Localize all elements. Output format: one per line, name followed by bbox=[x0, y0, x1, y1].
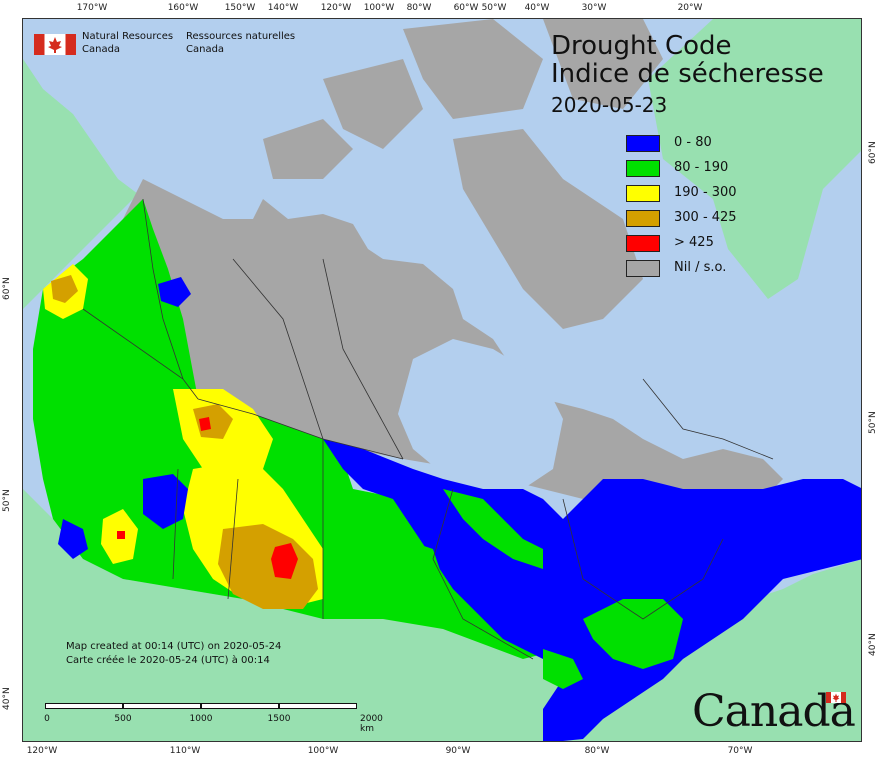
arctic-island-1 bbox=[263, 119, 353, 179]
blue-zone-bc-coast bbox=[58, 519, 88, 559]
scale-bar-label: 1000 bbox=[189, 714, 213, 724]
canada-flag-icon bbox=[34, 34, 76, 55]
agency-name-fr-line-1: Ressources naturelles bbox=[186, 31, 296, 42]
creation-note-english: Map created at 00:14 (UTC) on 2020-05-24 bbox=[66, 641, 282, 652]
legend-label: Nil / s.o. bbox=[674, 260, 727, 275]
top-tick-label: 50°W bbox=[481, 3, 507, 13]
agency-name-fr-line-2: Canada bbox=[186, 44, 225, 55]
left-tick-label: 50°N bbox=[2, 489, 12, 512]
top-tick-label: 140°W bbox=[267, 3, 299, 13]
scale-bar-label: 2000 km bbox=[360, 714, 383, 734]
top-tick-label: 80°W bbox=[406, 3, 432, 13]
boundary-lines bbox=[82, 198, 774, 660]
bottom-tick-label: 80°W bbox=[584, 746, 610, 756]
scale-bar-label: 1500 bbox=[267, 714, 291, 724]
top-tick-label: 170°W bbox=[76, 3, 108, 13]
arctic-island-5 bbox=[543, 19, 663, 109]
scale-bar-segment bbox=[279, 703, 357, 709]
agency-name-english: Natural Resources Canada bbox=[82, 30, 192, 56]
map-title-block: Drought Code Indice de sécheresse 2020-0… bbox=[551, 32, 824, 120]
blue-zone-yukon bbox=[158, 277, 191, 307]
map-date: 2020-05-23 bbox=[551, 93, 668, 117]
legend-swatch bbox=[626, 160, 660, 177]
legend-label: 80 - 190 bbox=[674, 160, 729, 175]
green-zone-central bbox=[443, 489, 543, 569]
legend-swatch bbox=[626, 185, 660, 202]
top-tick-label: 40°W bbox=[524, 3, 550, 13]
green-zone-quebec bbox=[583, 599, 683, 669]
green-zone-ontario bbox=[393, 539, 443, 609]
top-tick-label: 60°W bbox=[453, 3, 479, 13]
bottom-tick-label: 90°W bbox=[445, 746, 471, 756]
bottom-tick-label: 110°W bbox=[169, 746, 201, 756]
blue-zone-east bbox=[323, 439, 861, 741]
legend-swatch bbox=[626, 210, 660, 227]
right-tick-label: 60°N bbox=[868, 141, 878, 164]
orange-zone-bc-north bbox=[51, 275, 78, 303]
red-zone-nwt bbox=[199, 417, 211, 431]
top-tick-label: 160°W bbox=[167, 3, 199, 13]
creation-note-french: Carte créée le 2020-05-24 (UTC) à 00:14 bbox=[66, 655, 270, 666]
bottom-tick-label: 100°W bbox=[307, 746, 339, 756]
bottom-tick-label: 120°W bbox=[26, 746, 58, 756]
map-title-french: Indice de sécheresse bbox=[551, 59, 824, 89]
arctic-island-2 bbox=[323, 59, 423, 149]
right-tick-label: 50°N bbox=[868, 411, 878, 434]
hudson-bay bbox=[398, 339, 563, 489]
right-tick-label: 40°N bbox=[868, 633, 878, 656]
greenland-land bbox=[648, 19, 861, 299]
red-zone-prairies bbox=[271, 543, 298, 579]
legend-label: 190 - 300 bbox=[674, 185, 737, 200]
agency-name-en-line-2: Canada bbox=[82, 44, 121, 55]
map-creation-note: Map created at 00:14 (UTC) on 2020-05-24… bbox=[66, 640, 281, 668]
map-canvas bbox=[22, 18, 862, 742]
agency-name-en-line-1: Natural Resources bbox=[82, 31, 174, 42]
agency-name-french: Ressources naturelles Canada bbox=[186, 30, 306, 56]
top-tick-label: 100°W bbox=[363, 3, 395, 13]
map-title-english: Drought Code bbox=[551, 31, 732, 61]
alaska-land bbox=[23, 59, 138, 309]
legend-label: > 425 bbox=[674, 235, 714, 250]
left-tick-label: 60°N bbox=[2, 277, 12, 300]
green-zone-gta bbox=[543, 649, 583, 689]
legend-swatch bbox=[626, 235, 660, 252]
scale-bar-segment bbox=[45, 703, 123, 709]
arctic-island-4 bbox=[453, 129, 643, 329]
legend-swatch bbox=[626, 260, 660, 277]
legend-swatch bbox=[626, 135, 660, 152]
scale-bar: 0 500 1000 1500 2000 km bbox=[44, 703, 405, 734]
arctic-island-6 bbox=[263, 229, 333, 289]
top-tick-label: 120°W bbox=[320, 3, 352, 13]
wordmark-flag-icon bbox=[826, 692, 846, 703]
bottom-tick-label: 70°W bbox=[727, 746, 753, 756]
top-tick-label: 30°W bbox=[581, 3, 607, 13]
scale-bar-segment bbox=[201, 703, 279, 709]
red-zone-bc bbox=[117, 531, 125, 539]
top-tick-label: 20°W bbox=[677, 3, 703, 13]
arctic-island-3 bbox=[403, 19, 543, 119]
orange-zone-prairies bbox=[218, 524, 318, 609]
top-tick-label: 150°W bbox=[224, 3, 256, 13]
map-svg bbox=[23, 19, 861, 741]
legend-label: 300 - 425 bbox=[674, 210, 737, 225]
left-tick-label: 40°N bbox=[2, 687, 12, 710]
legend-label: 0 - 80 bbox=[674, 135, 712, 150]
scale-bar-label: 0 bbox=[44, 714, 50, 724]
scale-bar-label: 500 bbox=[114, 714, 132, 724]
scale-bar-segment bbox=[123, 703, 201, 709]
